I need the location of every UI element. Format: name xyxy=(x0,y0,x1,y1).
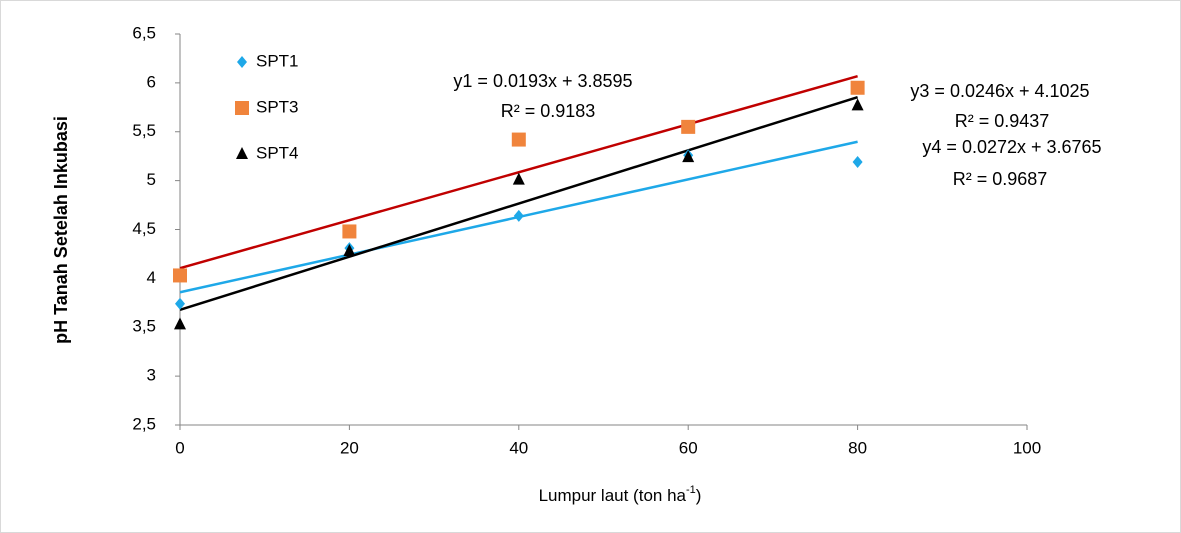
y-tick-label: 6,5 xyxy=(132,23,156,42)
annotation: y3 = 0.0246x + 4.1025 xyxy=(910,81,1089,101)
x-axis-title-part: ) xyxy=(696,486,702,505)
legend-label: SPT4 xyxy=(256,143,299,162)
x-axis-title-part: Lumpur laut (ton ha xyxy=(539,486,687,505)
y-axis-title: pH Tanah Setelah Inkubasi xyxy=(51,116,71,344)
data-point xyxy=(511,132,526,147)
data-point xyxy=(343,244,356,257)
data-point xyxy=(174,317,186,330)
data-point xyxy=(850,80,865,95)
data-point xyxy=(342,224,357,239)
x-axis-title: Lumpur laut (ton ha-1) xyxy=(539,484,702,506)
data-point xyxy=(681,119,696,134)
y-tick-label: 5,5 xyxy=(132,121,156,140)
x-tick-label: 60 xyxy=(679,438,698,457)
y-tick-label: 6 xyxy=(147,72,156,91)
legend-label: SPT1 xyxy=(256,51,299,70)
y-tick-label: 3,5 xyxy=(132,317,156,336)
legend-marker xyxy=(235,101,249,115)
trendline xyxy=(179,75,858,270)
legend-marker xyxy=(237,56,247,68)
annotation: y4 = 0.0272x + 3.6765 xyxy=(922,137,1101,157)
y-tick-label: 4,5 xyxy=(132,219,156,238)
data-point xyxy=(682,150,695,163)
x-tick-label: 100 xyxy=(1013,438,1041,457)
legend-marker xyxy=(236,147,248,159)
x-axis-title-sup: -1 xyxy=(686,484,696,496)
legend-label: SPT3 xyxy=(256,97,299,116)
data-point xyxy=(852,156,863,169)
x-tick-label: 80 xyxy=(848,438,867,457)
y-tick-label: 4 xyxy=(147,268,156,287)
x-tick-label: 40 xyxy=(509,438,528,457)
y-tick-label: 2,5 xyxy=(132,414,156,433)
annotation: R² = 0.9183 xyxy=(501,101,596,121)
data-point xyxy=(175,297,185,310)
y-tick-label: 3 xyxy=(147,366,156,385)
x-tick-label: 0 xyxy=(175,438,184,457)
x-tick-label: 20 xyxy=(340,438,359,457)
data-point xyxy=(173,268,187,283)
annotation: y1 = 0.0193x + 3.8595 xyxy=(453,71,632,91)
data-point xyxy=(512,172,525,185)
data-point xyxy=(851,98,864,111)
trendline xyxy=(179,95,858,312)
annotation: R² = 0.9687 xyxy=(953,169,1048,189)
annotation: R² = 0.9437 xyxy=(955,111,1050,131)
y-tick-label: 5 xyxy=(147,170,156,189)
data-point xyxy=(513,209,524,222)
